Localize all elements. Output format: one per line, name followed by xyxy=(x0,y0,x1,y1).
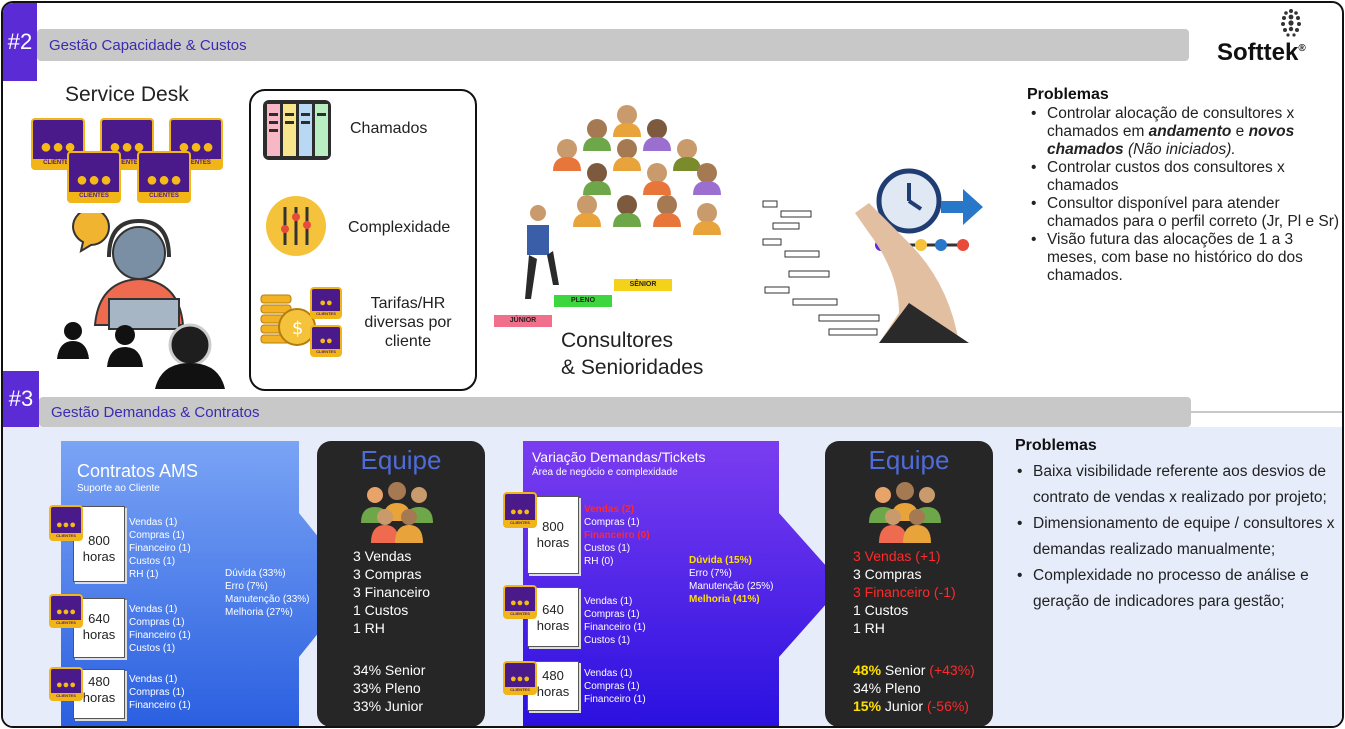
client-icon: ●●● CLIENTES xyxy=(169,118,223,170)
client-icon: ●●● CLIENTES xyxy=(503,585,537,619)
team-card-2: Equipe 3 Vendas (+1) 3 Compras 3 Finance… xyxy=(825,441,993,726)
team-people-icon xyxy=(865,481,945,543)
variation-items: Vendas (2) Compras (1) Financeiro (0) Custo… xyxy=(584,504,650,567)
problem-item: Controlar custos dos consultores x chama… xyxy=(1027,159,1342,195)
divider xyxy=(1191,411,1342,413)
doc-hours: 480 xyxy=(542,668,564,683)
doc-unit: horas xyxy=(536,684,570,699)
problems-list-3: Baixa visibilidade referente aos desvios… xyxy=(1013,459,1342,615)
client-icon: ●●● CLIENTES xyxy=(503,492,537,528)
feature-label-complexidade: Complexidade xyxy=(348,219,451,236)
variation-subtitle: Área de negócio e complexidade xyxy=(532,467,678,478)
client-icon: ●●● CLIENTES xyxy=(49,667,83,701)
team-card-1: Equipe 3 Vendas 3 Compras 3 Financeiro 1 Cu… xyxy=(317,441,485,726)
problems-list-2: Controlar alocação de consultores x cham… xyxy=(1027,105,1342,285)
client-icon: ●●● CLIENTES xyxy=(67,151,121,203)
section-2-number: #2 xyxy=(3,3,37,81)
kanban-board-icon xyxy=(262,99,332,161)
doc-unit: horas xyxy=(82,627,116,642)
contract-items: Vendas (1) Compras (1) Financeiro (1) Custo… xyxy=(129,604,191,654)
problem-item: Consultor disponível para atender chamad… xyxy=(1027,195,1342,231)
service-desk-title: Service Desk xyxy=(65,83,189,106)
support-agent-icon xyxy=(69,208,209,333)
logo-registered-mark: ® xyxy=(1298,43,1306,54)
problem-item: Baixa visibilidade referente aos desvios… xyxy=(1013,459,1342,511)
team-title: Equipe xyxy=(360,445,442,475)
section-3-title-bar: Gestão Demandas & Contratos xyxy=(39,397,1191,427)
client-icon: ●●● CLIENTES xyxy=(31,118,85,170)
softtek-logo: Softtek® xyxy=(1217,39,1306,67)
variation-complexity: Dúvida (15%) Erro (7%) Manutenção (25%) Mel… xyxy=(689,555,774,605)
sliders-icon xyxy=(261,195,331,257)
doc-hours: 800 xyxy=(88,533,110,548)
climbing-person-icon xyxy=(517,203,559,303)
problems-title-2: Problemas xyxy=(1027,86,1109,103)
contract-doc: 800 horas xyxy=(527,496,579,574)
section-2-title-bar: Gestão Capacidade & Custos xyxy=(37,29,1189,61)
feature-label-tarifas: Tarifas/HR diversas por cliente xyxy=(364,295,452,350)
consultores-label: Consultores xyxy=(561,329,674,352)
contract-complexity: Dúvida (33%) Erro (7%) Manutenção (33%) Mel… xyxy=(225,568,310,618)
section-3-number: #3 xyxy=(3,371,39,427)
stair-junior: JÚNIOR xyxy=(494,315,552,327)
contract-items: Vendas (1) Compras (1) Financeiro (1) Custo… xyxy=(129,517,191,580)
section-3-title: Gestão Demandas & Contratos xyxy=(51,403,260,421)
client-icon: ●● CLIENTES xyxy=(310,287,342,319)
section-2-title: Gestão Capacidade & Custos xyxy=(49,36,247,54)
contract-items: Vendas (1) Compras (1) Financeiro (1) xyxy=(129,674,191,711)
variation-title: Variação Demandas/Tickets xyxy=(532,449,706,465)
team-seniority: 34% Senior 33% Pleno 33% Junior xyxy=(353,662,426,714)
problem-item: Complexidade no processo de análise e ge… xyxy=(1013,563,1342,615)
problems-title-3: Problemas xyxy=(1015,437,1097,454)
variation-items: Vendas (1) Compras (1) Financeiro (1) xyxy=(584,668,646,705)
client-icon: ●●● CLIENTES xyxy=(49,594,83,628)
stair-pleno: PLENO xyxy=(554,295,612,307)
contracts-title: Contratos AMS xyxy=(77,461,199,481)
team-title: Equipe xyxy=(868,445,950,475)
softtek-logo-mark-icon xyxy=(1275,7,1307,39)
client-icon: ●●● CLIENTES xyxy=(49,505,83,541)
headset-users-icon xyxy=(55,319,225,389)
team-allocation: 3 Vendas 3 Compras 3 Financeiro 1 Custos 1 R… xyxy=(353,548,431,636)
doc-unit: horas xyxy=(82,690,116,705)
logo-text: Softtek xyxy=(1217,39,1299,66)
stair-senior: SÊNIOR xyxy=(614,279,672,291)
problem-item: Visão futura das alocações de 1 a 3 mese… xyxy=(1027,231,1342,285)
client-icon: ●●● CLIENTES xyxy=(100,118,154,170)
variation-panel xyxy=(523,441,843,726)
planning-hand-icon xyxy=(759,153,989,343)
client-icon: ●●● CLIENTES xyxy=(503,661,537,695)
feature-label-chamados: Chamados xyxy=(350,120,428,137)
doc-hours: 640 xyxy=(542,602,564,617)
problem-item: Controlar alocação de consultores x cham… xyxy=(1027,105,1342,159)
consultants-crowd-icon xyxy=(527,101,727,246)
features-box xyxy=(249,89,477,391)
senioridades-label: & Senioridades xyxy=(561,356,704,379)
doc-unit: horas xyxy=(82,549,116,564)
client-icon: ●●● CLIENTES xyxy=(137,151,191,203)
doc-unit: horas xyxy=(536,618,570,633)
doc-hours: 480 xyxy=(88,674,110,689)
team-seniority: 48% Senior (+43%) 34% Pleno 15% Junior (… xyxy=(853,662,975,714)
problem-item: Dimensionamento de equipe / consultores … xyxy=(1013,511,1342,563)
svg-text:$: $ xyxy=(292,318,303,339)
coins-icon: $ xyxy=(259,285,343,355)
variation-items: Vendas (1) Compras (1) Financeiro (1) Custo… xyxy=(584,596,646,646)
contracts-subtitle: Suporte ao Cliente xyxy=(77,483,160,494)
team-allocation: 3 Vendas (+1) 3 Compras 3 Financeiro (-1… xyxy=(853,548,956,636)
contracts-panel xyxy=(61,441,357,726)
doc-hours: 640 xyxy=(88,611,110,626)
doc-hours: 800 xyxy=(542,519,564,534)
doc-unit: horas xyxy=(536,535,570,550)
team-people-icon xyxy=(357,481,437,543)
client-icon: ●● CLIENTES xyxy=(310,325,342,357)
